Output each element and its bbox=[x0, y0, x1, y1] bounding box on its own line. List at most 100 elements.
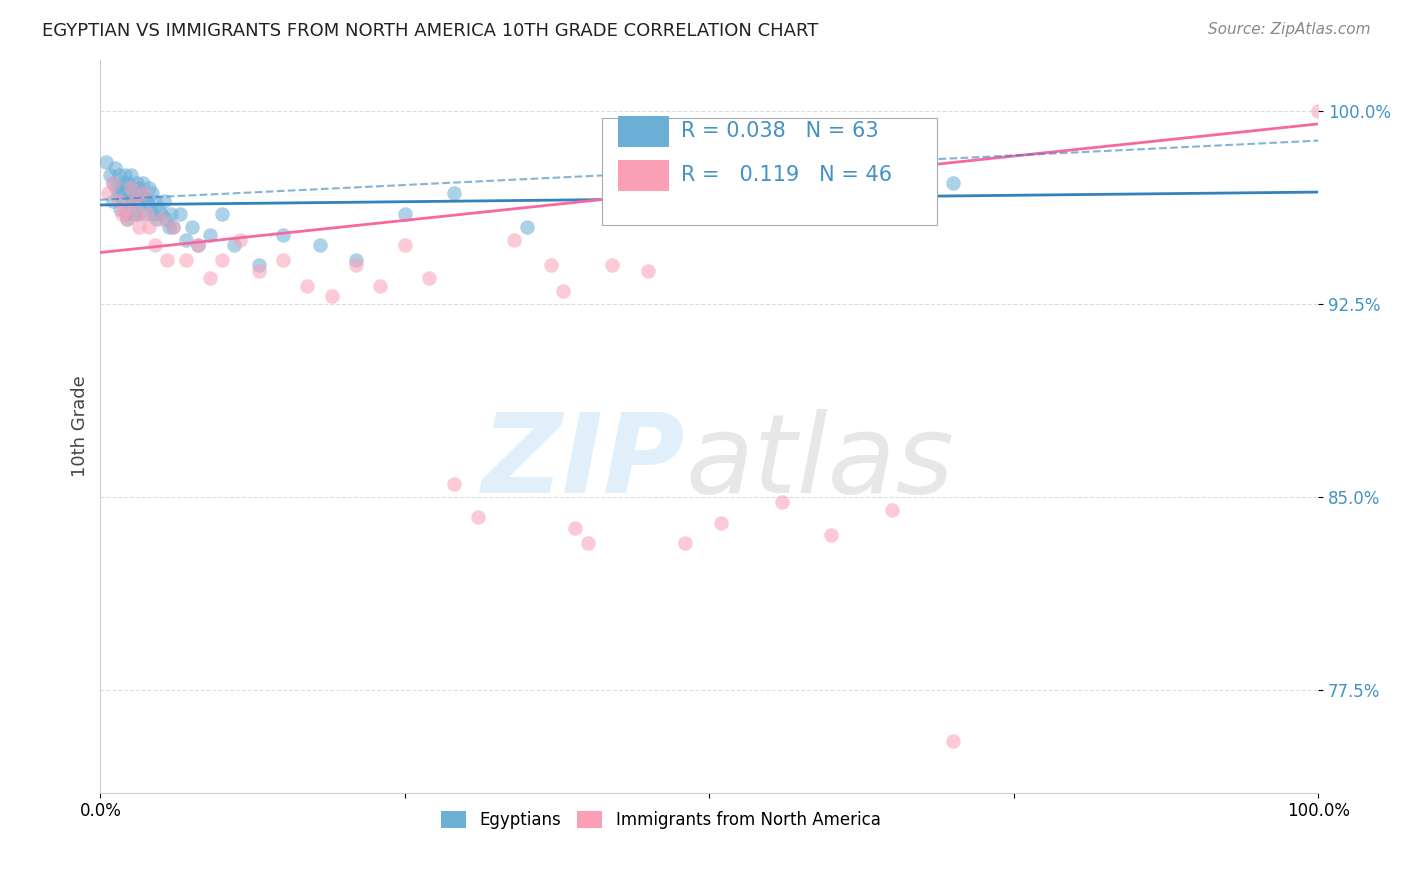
Point bbox=[211, 253, 233, 268]
Point bbox=[271, 227, 294, 242]
Point bbox=[105, 181, 128, 195]
Text: ZIP: ZIP bbox=[481, 409, 685, 516]
Point bbox=[467, 510, 489, 524]
Point bbox=[115, 207, 138, 221]
Point bbox=[115, 212, 138, 227]
Point bbox=[135, 194, 157, 208]
Point bbox=[152, 194, 174, 208]
Point bbox=[770, 495, 793, 509]
Point bbox=[247, 258, 270, 272]
Point bbox=[111, 207, 134, 221]
Point bbox=[321, 289, 343, 303]
Point bbox=[104, 161, 127, 175]
Point bbox=[187, 237, 209, 252]
Point bbox=[150, 212, 173, 227]
Point bbox=[1308, 103, 1330, 118]
Text: R = 0.038   N = 63: R = 0.038 N = 63 bbox=[682, 121, 879, 142]
Point bbox=[139, 199, 162, 213]
Point bbox=[107, 186, 129, 201]
Point bbox=[443, 477, 465, 491]
Point bbox=[111, 194, 134, 208]
Point bbox=[155, 212, 177, 227]
Text: Source: ZipAtlas.com: Source: ZipAtlas.com bbox=[1208, 22, 1371, 37]
Point bbox=[141, 186, 163, 201]
Point bbox=[132, 186, 155, 201]
Point bbox=[122, 194, 145, 208]
FancyBboxPatch shape bbox=[619, 116, 669, 147]
Point bbox=[174, 253, 197, 268]
Point bbox=[198, 227, 221, 242]
Point bbox=[120, 181, 142, 195]
Point bbox=[142, 207, 165, 221]
Point bbox=[394, 237, 416, 252]
Point bbox=[101, 176, 124, 190]
Point bbox=[344, 258, 367, 272]
Point bbox=[134, 192, 156, 206]
Point bbox=[128, 219, 150, 234]
Point bbox=[600, 258, 623, 272]
Point bbox=[97, 186, 120, 201]
Point bbox=[107, 194, 129, 208]
Point bbox=[637, 263, 659, 277]
FancyBboxPatch shape bbox=[602, 119, 936, 225]
Point bbox=[443, 186, 465, 201]
Point bbox=[120, 169, 142, 183]
Point bbox=[198, 271, 221, 285]
Point bbox=[124, 194, 146, 208]
Point bbox=[211, 207, 233, 221]
Point bbox=[271, 253, 294, 268]
Point bbox=[162, 219, 184, 234]
Point bbox=[516, 219, 538, 234]
Point bbox=[114, 202, 136, 216]
Point bbox=[124, 207, 146, 221]
Point bbox=[98, 169, 121, 183]
Point bbox=[112, 176, 135, 190]
FancyBboxPatch shape bbox=[619, 160, 669, 191]
Point bbox=[117, 176, 139, 190]
Point bbox=[118, 186, 141, 201]
Y-axis label: 10th Grade: 10th Grade bbox=[72, 376, 89, 477]
Point bbox=[108, 202, 131, 216]
Point bbox=[121, 181, 143, 195]
Point bbox=[125, 194, 148, 208]
Text: atlas: atlas bbox=[685, 409, 953, 516]
Point bbox=[157, 219, 180, 234]
Point bbox=[143, 237, 166, 252]
Point bbox=[129, 194, 152, 208]
Point bbox=[143, 194, 166, 208]
Legend: Egyptians, Immigrants from North America: Egyptians, Immigrants from North America bbox=[434, 804, 887, 836]
Text: R =   0.119   N = 46: R = 0.119 N = 46 bbox=[682, 165, 893, 186]
Point bbox=[160, 207, 183, 221]
Point bbox=[540, 258, 562, 272]
Point bbox=[942, 176, 965, 190]
Point bbox=[247, 263, 270, 277]
Point bbox=[96, 155, 118, 169]
Point bbox=[553, 284, 575, 298]
Point bbox=[394, 207, 416, 221]
Point bbox=[224, 237, 246, 252]
Point bbox=[125, 176, 148, 190]
Point bbox=[820, 528, 842, 542]
Point bbox=[115, 194, 138, 208]
Point bbox=[344, 253, 367, 268]
Point bbox=[115, 212, 138, 227]
Point bbox=[150, 207, 173, 221]
Point bbox=[114, 169, 136, 183]
Point bbox=[308, 237, 330, 252]
Point bbox=[101, 176, 124, 190]
Point bbox=[124, 186, 146, 201]
Point bbox=[229, 233, 252, 247]
Point bbox=[138, 181, 160, 195]
Point bbox=[110, 181, 132, 195]
Point bbox=[187, 237, 209, 252]
Point bbox=[370, 279, 392, 293]
Point bbox=[107, 169, 129, 183]
Point bbox=[131, 186, 153, 201]
Point bbox=[101, 194, 124, 208]
Point bbox=[576, 536, 599, 550]
Point bbox=[135, 207, 157, 221]
Point bbox=[169, 207, 191, 221]
Point bbox=[134, 207, 156, 221]
Point bbox=[128, 181, 150, 195]
Point bbox=[162, 219, 184, 234]
